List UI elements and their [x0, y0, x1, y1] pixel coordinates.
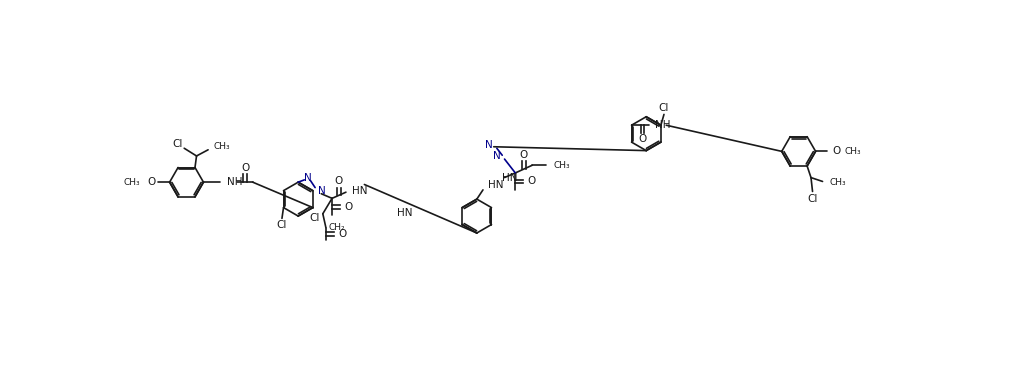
Text: N: N	[493, 151, 501, 161]
Text: HN: HN	[397, 208, 413, 218]
Text: HN: HN	[488, 180, 503, 190]
Text: CH₃: CH₃	[845, 147, 862, 156]
Text: O: O	[241, 163, 249, 173]
Text: Cl: Cl	[807, 194, 818, 204]
Text: NH: NH	[655, 120, 671, 130]
Text: CH₂: CH₂	[329, 223, 345, 232]
Text: CH₃: CH₃	[553, 161, 571, 170]
Text: N: N	[318, 186, 326, 196]
Text: NH: NH	[226, 177, 242, 187]
Text: Cl: Cl	[309, 213, 320, 223]
Text: CH₃: CH₃	[829, 179, 846, 188]
Text: Cl: Cl	[659, 103, 670, 113]
Text: N: N	[485, 140, 493, 150]
Text: O: O	[527, 176, 536, 186]
Text: Cl: Cl	[173, 139, 183, 149]
Text: O: O	[638, 134, 646, 144]
Text: O: O	[338, 229, 346, 239]
Text: O: O	[520, 150, 528, 160]
Text: HN: HN	[502, 173, 518, 183]
Text: O: O	[832, 146, 840, 156]
Text: O: O	[147, 177, 156, 187]
Text: O: O	[344, 202, 352, 212]
Text: CH₃: CH₃	[123, 178, 140, 186]
Text: CH₃: CH₃	[213, 142, 230, 151]
Text: HN: HN	[352, 186, 368, 196]
Text: O: O	[335, 176, 343, 186]
Text: Cl: Cl	[277, 220, 287, 229]
Text: N: N	[304, 173, 311, 183]
